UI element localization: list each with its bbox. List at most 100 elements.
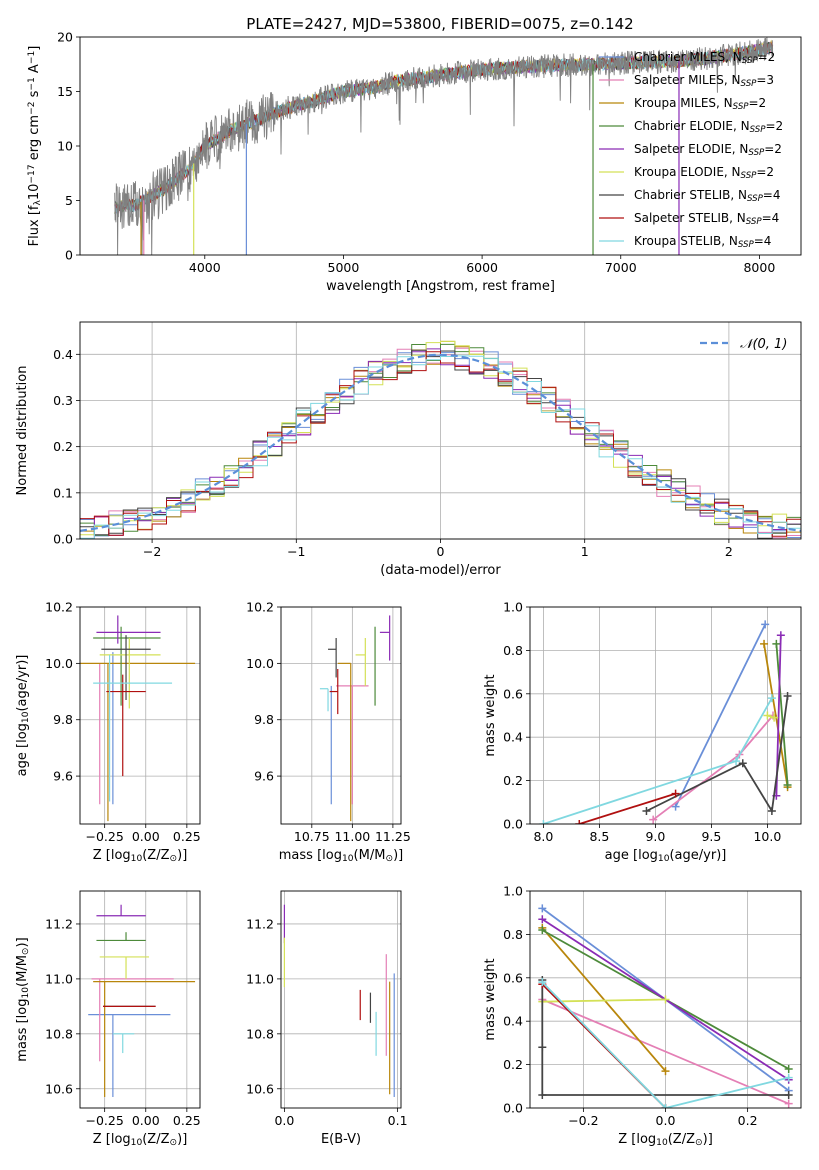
text-span: s bbox=[27, 90, 42, 101]
text-span: )] bbox=[393, 848, 403, 863]
math-span: 10 bbox=[656, 1138, 668, 1148]
weight-marker bbox=[661, 1104, 670, 1108]
figure-title: PLATE=2427, MJD=53800, FIBERID=0075, z=0… bbox=[246, 15, 633, 33]
legend-label-tail: =2 bbox=[758, 50, 776, 64]
y-tick-label: 1.0 bbox=[503, 600, 523, 615]
text-span: (age/yr)] bbox=[15, 655, 30, 712]
math-span: −1 bbox=[27, 77, 37, 90]
y-tick-label: 11.2 bbox=[246, 916, 274, 931]
text-span: (age/yr)] bbox=[669, 848, 726, 863]
normal-reference-curve bbox=[80, 353, 801, 532]
y-axis-label: mass weight bbox=[483, 958, 498, 1040]
axes-mass_vs_ebv: 0.0 0.1 10.6 10.8 11.0 11.2 E(B-V) bbox=[246, 890, 408, 1147]
weight-line bbox=[541, 998, 790, 1105]
grid-lines bbox=[80, 891, 200, 1108]
y-tick-label: 10.2 bbox=[246, 600, 274, 615]
plot-area bbox=[539, 620, 792, 824]
text-span: Z [log bbox=[93, 848, 131, 863]
axes-spectrum: 4000 5000 6000 7000 8000 0 5 10 15 20 wavelength [… bbox=[27, 30, 802, 294]
math-span: 10 bbox=[131, 854, 143, 864]
plot-area bbox=[88, 904, 196, 1098]
text-span: E(B-V) bbox=[321, 1132, 361, 1147]
math-span: 10 bbox=[21, 987, 31, 999]
axes-frame bbox=[280, 890, 402, 1109]
axes-age_vs_Z: −0.25 0.00 0.259.69.810.010.2Z [log10(Z/Z⊙… bbox=[15, 600, 201, 865]
y-tick-label: 10.8 bbox=[246, 1026, 274, 1041]
text-span: wavelength [Angstrom, rest frame] bbox=[326, 279, 555, 294]
x-tick-label: 0.00 bbox=[132, 1113, 160, 1128]
axes-frame bbox=[79, 890, 201, 1109]
ticks: −0.2 0.0 0.2 0.0 0.2 0.4 0.6 0.8 1.0 bbox=[503, 884, 757, 1129]
x-tick-label: −1 bbox=[287, 544, 305, 559]
weight-marker bbox=[760, 639, 769, 648]
x-tick-label: 0.0 bbox=[656, 1113, 676, 1128]
y-tick-label: 0 bbox=[65, 248, 73, 263]
text-span: (Z/Z bbox=[142, 1132, 169, 1147]
y-axis-label: Flux [fλ10−17 erg cm−2 s−1 A−1] bbox=[27, 46, 43, 247]
weight-line bbox=[763, 643, 789, 788]
y-tick-label: 0.0 bbox=[503, 817, 523, 832]
weight-line bbox=[541, 980, 789, 1096]
legend-label: Chabrier STELIB, NSSP=4 bbox=[634, 188, 781, 204]
weight-marker bbox=[661, 995, 670, 1004]
plot-area bbox=[319, 615, 391, 822]
text-span: 10 bbox=[27, 184, 42, 201]
legend-label-tail: =3 bbox=[756, 73, 774, 87]
x-tick-label: 0.00 bbox=[132, 829, 160, 844]
legend-label-tail: =2 bbox=[765, 119, 783, 133]
legend-label-sub: SSP bbox=[746, 217, 763, 227]
weight-marker bbox=[539, 820, 548, 824]
x-tick-label: 0.25 bbox=[173, 829, 201, 844]
y-tick-label: 0.0 bbox=[53, 532, 73, 547]
math-span: ⊙ bbox=[21, 947, 31, 955]
x-tick-label: 11.00 bbox=[334, 829, 370, 844]
x-tick-label: −0.2 bbox=[568, 1113, 598, 1128]
legend-label-tail: =4 bbox=[762, 211, 780, 225]
x-axis-label: wavelength [Angstrom, rest frame] bbox=[326, 279, 555, 294]
text-span: ] bbox=[27, 46, 42, 51]
math-span: 10 bbox=[342, 854, 354, 864]
y-tick-label: 1.0 bbox=[503, 884, 523, 899]
axes-frame bbox=[529, 606, 802, 825]
ticks: −0.25 0.00 0.25 9.6 9.8 10.0 10.2 bbox=[45, 600, 201, 845]
legend-label-tail: =4 bbox=[754, 234, 772, 248]
observed-spectrum-line bbox=[114, 37, 774, 255]
x-tick-label: −0.25 bbox=[86, 1113, 124, 1128]
legend-label: Salpeter ELODIE, NSSP=2 bbox=[634, 142, 782, 158]
residual-histogram bbox=[80, 355, 801, 539]
y-tick-label: 10.8 bbox=[45, 1026, 73, 1041]
math-span: 10 bbox=[21, 711, 31, 723]
y-tick-label: 10.0 bbox=[246, 656, 274, 671]
legend-label: Salpeter STELIB, NSSP=4 bbox=[634, 211, 779, 227]
x-tick-label: 0.0 bbox=[274, 1113, 294, 1128]
x-axis-label: age [log10(age/yr)] bbox=[605, 848, 727, 864]
weight-marker bbox=[784, 1090, 793, 1099]
weight-marker bbox=[538, 915, 547, 924]
weight-line bbox=[646, 695, 789, 814]
y-tick-label: 15 bbox=[57, 84, 73, 99]
x-tick-label: 9.0 bbox=[645, 829, 665, 844]
x-tick-label: 7000 bbox=[605, 260, 637, 275]
legend-label: Chabrier MILES, NSSP=2 bbox=[634, 50, 775, 66]
x-tick-label: 8.5 bbox=[589, 829, 609, 844]
math-span: ⊙ bbox=[695, 1138, 703, 1148]
weight-line bbox=[579, 792, 676, 824]
math-span: 10 bbox=[131, 1138, 143, 1148]
text-span: mass [log bbox=[15, 999, 30, 1062]
weight-marker bbox=[538, 926, 547, 935]
legend-label-main: Chabrier MILES, N bbox=[634, 50, 742, 64]
legend-label-tail: =2 bbox=[756, 165, 774, 179]
x-tick-label: 0.25 bbox=[173, 1113, 201, 1128]
y-tick-label: 0.1 bbox=[53, 485, 73, 500]
x-tick-label: −0.25 bbox=[86, 829, 124, 844]
y-axis-label: mass weight bbox=[483, 674, 498, 756]
text-span: )] bbox=[15, 937, 30, 947]
ticks: 0.0 0.1 10.6 10.8 11.0 11.2 bbox=[246, 916, 407, 1128]
weight-marker bbox=[783, 780, 792, 789]
legend-label-tail: =2 bbox=[749, 96, 767, 110]
y-tick-label: 10.2 bbox=[45, 600, 73, 615]
axes-frame bbox=[529, 890, 802, 1109]
